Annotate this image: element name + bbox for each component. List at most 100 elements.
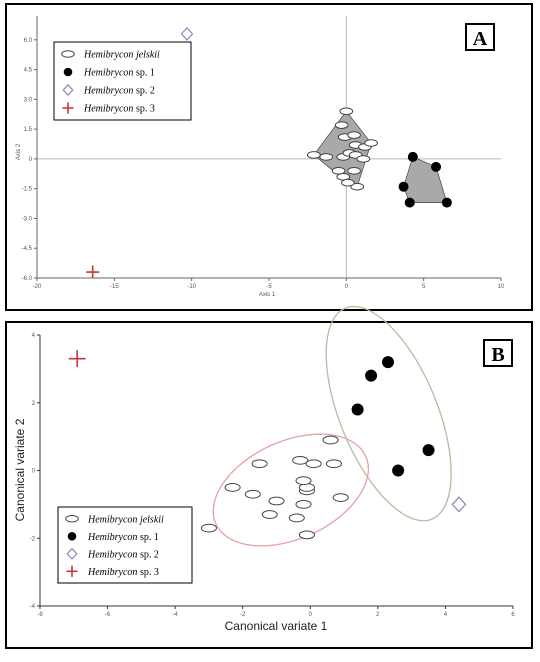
- y-tick-label: 6.0: [24, 38, 33, 44]
- legend-marker: [61, 50, 75, 58]
- panel-b-points: [68, 350, 467, 540]
- legend-entry: Hemibrycon jelskii: [87, 514, 164, 525]
- x-tick-label: -15: [110, 284, 119, 290]
- panel-b-legend: Hemibrycon jelskii Hemibrycon sp. 1 Hemibr…: [57, 506, 193, 584]
- data-point: [392, 464, 405, 477]
- legend-marker: [66, 547, 78, 560]
- data-point: [431, 161, 442, 172]
- legend-marker: [62, 102, 74, 114]
- panel-a-frame: [5, 3, 533, 311]
- panel-b-label: B: [491, 344, 504, 366]
- data-point: [224, 483, 241, 492]
- legend-entry: Hemibrycon jelskii: [83, 50, 160, 61]
- x-tick-label: -8: [37, 612, 43, 618]
- panel-a-hulls: [313, 110, 448, 203]
- data-point: [86, 265, 100, 279]
- panel-b-x-axis-label: Canonical variate 1: [225, 619, 328, 633]
- data-point: [298, 530, 315, 540]
- x-tick-label: 10: [498, 284, 505, 290]
- data-point: [244, 489, 261, 499]
- x-tick-label: 2: [376, 612, 380, 618]
- data-point: [292, 455, 309, 465]
- data-point: [398, 181, 409, 192]
- legend-marker: [65, 515, 79, 523]
- y-tick-label: 0: [29, 157, 33, 163]
- data-point: [339, 107, 354, 116]
- x-tick-label: -5: [266, 284, 272, 290]
- y-tick-label: 3.0: [24, 97, 33, 103]
- data-point: [261, 510, 278, 519]
- legend-entry: Hemibrycon sp. 1: [87, 532, 159, 543]
- data-point: [381, 356, 394, 369]
- legend-marker: [66, 565, 78, 577]
- legend-entry: Hemibrycon sp. 3: [87, 567, 159, 578]
- data-point: [347, 167, 361, 175]
- panel-a-axes: -20 -15 -10 -5 0 5 10 -6.0 -4.5 -3.0 -1.5 0 1.5 3.0 4.…: [22, 16, 505, 290]
- data-point: [441, 197, 452, 208]
- data-point: [251, 459, 268, 469]
- y-tick-label: -6.0: [22, 276, 33, 282]
- convex-hull: [403, 156, 448, 203]
- data-point: [325, 459, 342, 469]
- x-tick-label: -2: [240, 612, 246, 618]
- data-point: [334, 121, 349, 129]
- data-point: [407, 151, 418, 162]
- data-point: [268, 496, 285, 506]
- panel-b-axes: -8 -6 -4 -2 0 2 4 6 -4 -2 0 2 4: [30, 333, 516, 618]
- y-tick-label: 4.5: [24, 68, 33, 74]
- panel-a-label-box: [465, 23, 495, 51]
- legend-marker: [62, 83, 74, 97]
- panel-a-y-axis-label: Axis 2: [16, 143, 22, 160]
- data-point: [180, 26, 194, 41]
- panel-a-label: A: [473, 28, 488, 50]
- y-tick-label: -2: [30, 536, 36, 542]
- y-tick-label: 4: [32, 333, 36, 339]
- x-tick-label: 4: [444, 612, 448, 618]
- data-point: [295, 476, 312, 486]
- legend-entry: Hemibrycon sp. 3: [83, 104, 155, 115]
- data-point: [351, 403, 364, 416]
- legend-entry: Hemibrycon sp. 1: [83, 68, 155, 79]
- y-tick-label: 1.5: [24, 127, 33, 133]
- panel-a: -20 -15 -10 -5 0 5 10 -6.0 -4.5 -3.0 -1.5 0 1.5 3.0 4.…: [16, 16, 505, 298]
- data-point: [295, 499, 312, 509]
- legend-entry: Hemibrycon sp. 2: [83, 86, 155, 97]
- data-point: [451, 496, 467, 513]
- data-point: [365, 369, 378, 382]
- x-tick-label: -6: [105, 612, 111, 618]
- x-tick-label: 6: [511, 612, 515, 618]
- data-point: [305, 459, 322, 469]
- x-tick-label: -20: [33, 284, 42, 290]
- data-point: [68, 350, 86, 368]
- data-point: [319, 153, 334, 161]
- confidence-ellipse: [325, 305, 452, 522]
- panel-a-points: [86, 26, 452, 279]
- panel-b-confidence-ellipses: [212, 305, 452, 547]
- legend-entry: Hemibrycon sp. 2: [87, 549, 159, 560]
- y-tick-label: -3.0: [22, 216, 33, 222]
- data-point: [306, 151, 321, 159]
- legend-box: [57, 506, 193, 584]
- panel-b-y-axis-label: Canonical variate 2: [13, 418, 27, 521]
- panel-b-label-box: [483, 339, 513, 367]
- x-tick-label: -4: [172, 612, 178, 618]
- panel-b-frame: [5, 321, 533, 649]
- y-tick-label: -1.5: [22, 187, 33, 193]
- legend-marker: [63, 67, 73, 77]
- x-tick-label: 0: [345, 284, 349, 290]
- data-point: [422, 444, 435, 457]
- data-point: [332, 493, 349, 503]
- y-tick-label: -4.5: [22, 246, 33, 252]
- data-point: [341, 178, 355, 187]
- x-tick-label: -10: [187, 284, 196, 290]
- data-point: [347, 131, 361, 139]
- legend-marker: [67, 531, 77, 541]
- data-point: [200, 523, 217, 533]
- data-point: [404, 197, 415, 208]
- data-point: [288, 513, 305, 523]
- y-tick-label: 0: [32, 469, 36, 475]
- x-tick-label: 0: [309, 612, 313, 618]
- data-point: [350, 182, 365, 191]
